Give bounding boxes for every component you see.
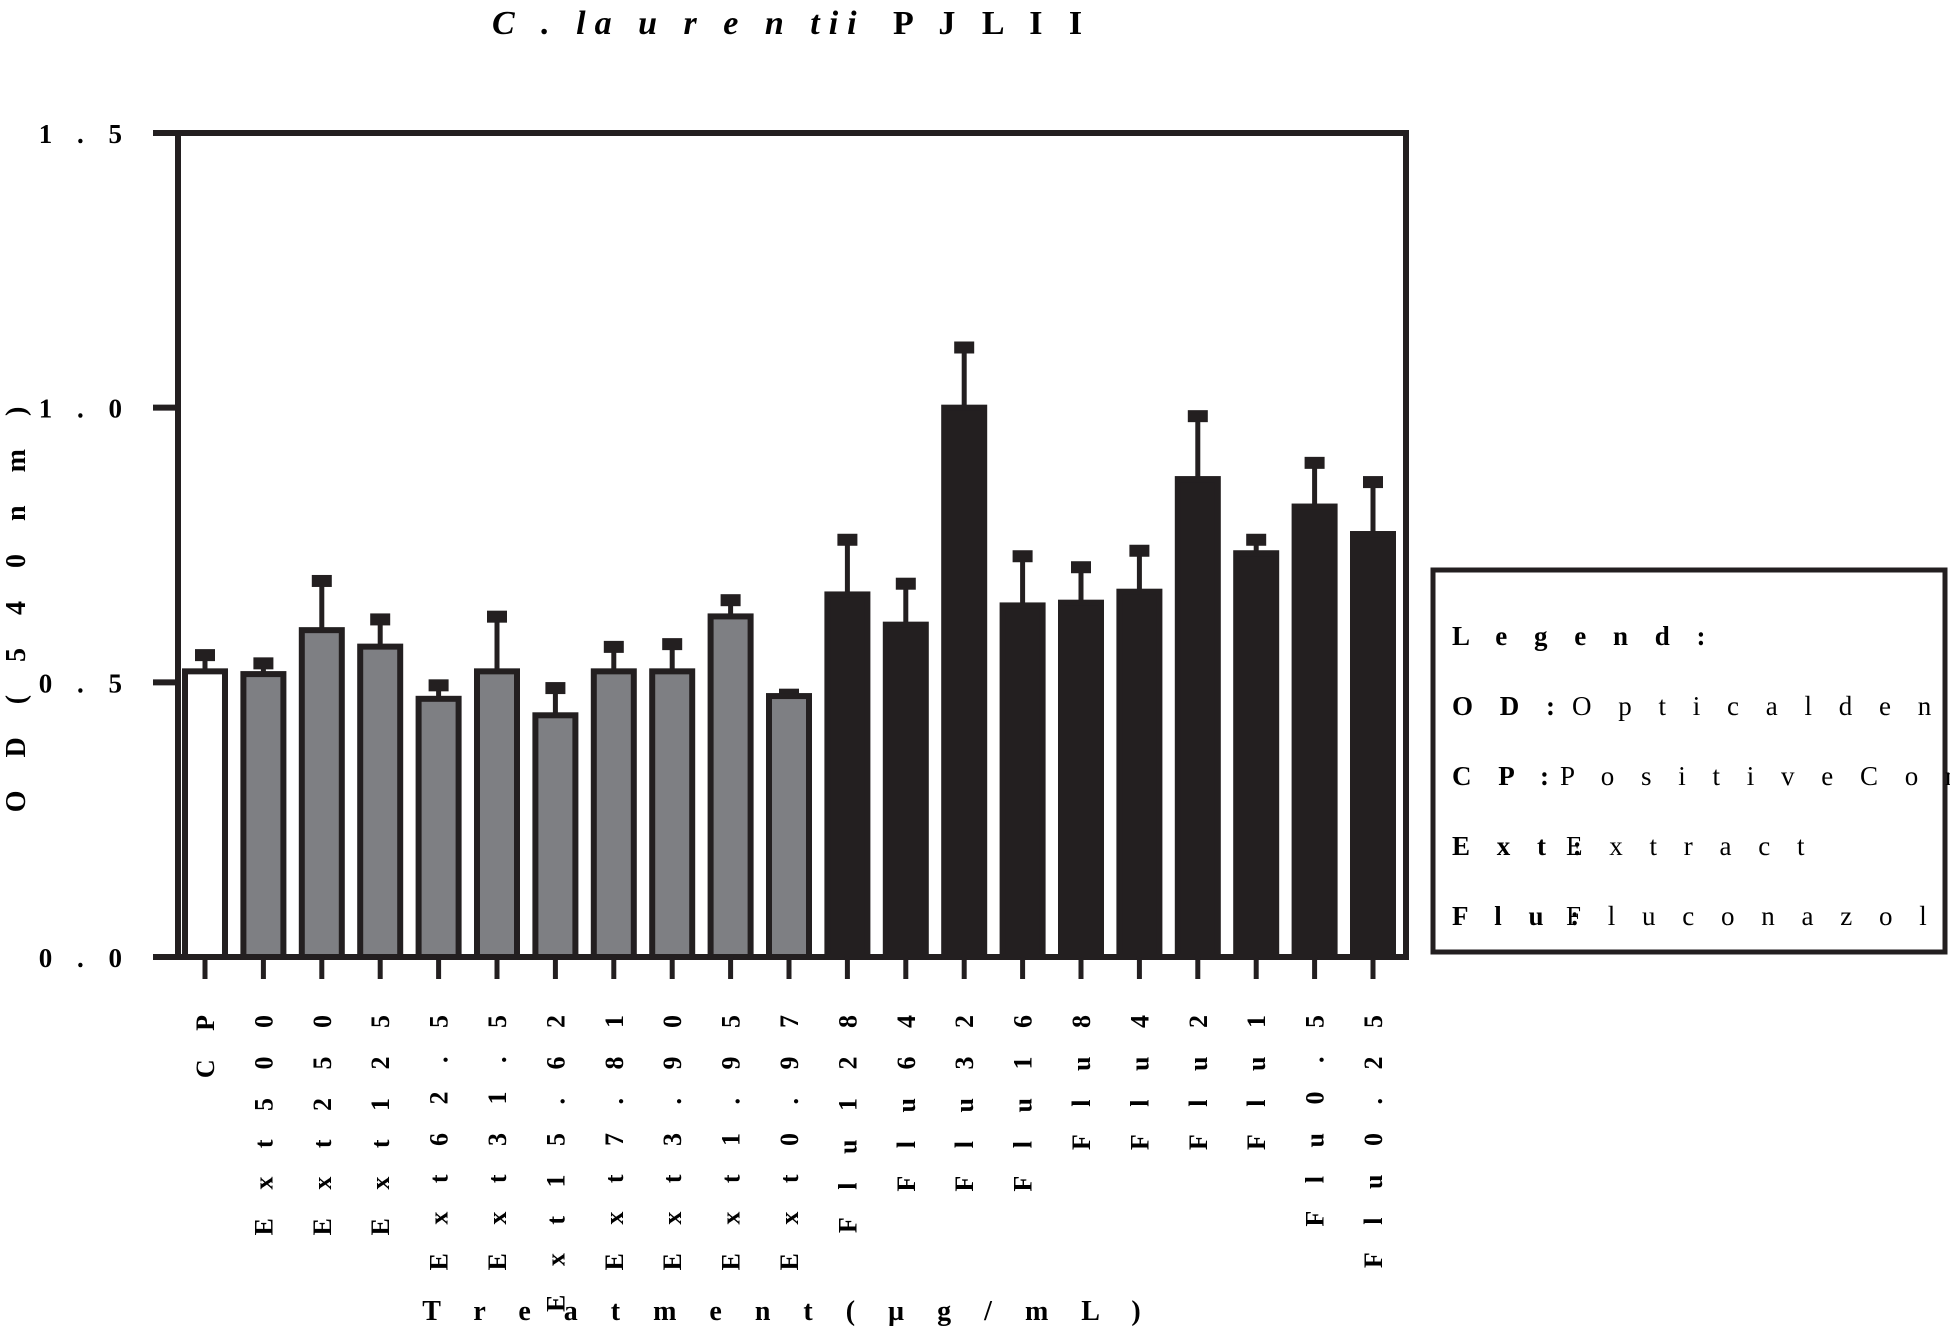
bar [766, 693, 812, 960]
legend-entry-ext: E x t : E x t r a c t [1452, 831, 1814, 861]
x-tick-label: F l u 8 [1067, 1004, 1096, 1150]
error-cap [662, 638, 683, 651]
legend-entry-od: O D : O p t i c a l d e n s i t y [1452, 691, 1950, 721]
x-tick-label: F l u 4 [1125, 1004, 1154, 1150]
x-tick-label: F l u 3 2 [950, 1004, 979, 1192]
error-cap [954, 341, 975, 354]
plot-area: 0 . 0 0 . 5 1 . 0 1 . 5 C P E x t 5 0 0 E x t … [39, 119, 1409, 1312]
bar [882, 621, 929, 960]
bar [1116, 588, 1163, 961]
bar [590, 668, 637, 960]
legend-box: L e g e n d : O D : O p t i c a l d e n … [1430, 567, 1950, 955]
bar [941, 404, 988, 960]
x-tick-label: F l u 1 6 [1009, 1004, 1038, 1192]
error-cap [1012, 550, 1033, 563]
bar [1233, 550, 1280, 960]
error-cap [1363, 476, 1383, 489]
bar [357, 643, 404, 960]
x-tick-label: E x t 1 . 9 5 [717, 1004, 746, 1271]
bar [240, 671, 287, 960]
error-cap [545, 682, 566, 695]
x-tick-label: F l u 1 [1242, 1004, 1271, 1150]
bar [824, 591, 871, 960]
bar [1350, 531, 1396, 960]
bar [532, 712, 579, 960]
bar [649, 668, 696, 960]
x-tick-label: E x t 2 5 0 [308, 1004, 337, 1236]
error-cap [195, 649, 215, 662]
error-cap [1187, 410, 1208, 423]
x-tick-label: F l u 1 2 8 [833, 1004, 862, 1233]
bar [1058, 599, 1104, 960]
legend-text: P o s i t i v e C o n t r o l [1560, 761, 1950, 791]
x-tick-label: F l u 6 4 [892, 1004, 921, 1192]
chart-title-strain: P J L I I [893, 5, 1091, 42]
x-axis-label: T r e a t m e n t ( µ g / m L ) [422, 1296, 1154, 1327]
legend-key: C P : [1452, 761, 1559, 791]
error-cap [370, 613, 391, 626]
bar [298, 627, 345, 960]
legend-entry-flu: F l u : F l u c o n a z o l e [1452, 901, 1950, 931]
error-cap [895, 577, 916, 590]
bar [182, 668, 228, 960]
bar [999, 602, 1046, 961]
y-tick-label: 0 . 5 [39, 668, 131, 698]
chart-title-species: C . la u r e n tii [492, 5, 866, 42]
legend-text: O p t i c a l d e n s i t y [1572, 691, 1950, 721]
legend-entry-cp: C P : P o s i t i v e C o n t r o l [1452, 761, 1950, 791]
error-cap [720, 594, 741, 607]
error-cap [1071, 561, 1091, 574]
x-tick-label: E x t 0 . 9 7 [775, 1004, 804, 1271]
x-tick-label: E x t 5 0 0 [249, 1004, 278, 1236]
error-cap [1129, 544, 1150, 557]
x-tick-label: E x t 3 . 9 0 [658, 1004, 687, 1271]
error-cap [603, 640, 624, 653]
legend-key: F l u : [1452, 901, 1589, 931]
legend-text: F l u c o n a z o l e [1566, 901, 1950, 931]
legend-border [1430, 567, 1948, 955]
error-cap [428, 679, 449, 692]
error-cap [837, 533, 858, 546]
x-tick-label: F l u 0 . 5 [1301, 1004, 1330, 1227]
bar [474, 668, 520, 960]
x-tick-label: C P [191, 1004, 220, 1078]
y-tick-label: 0 . 0 [39, 943, 131, 973]
error-cap [311, 574, 332, 587]
x-tick-label: E x t 1 2 5 [366, 1004, 395, 1236]
x-tick-label: E x t 6 2 . 5 [425, 1004, 454, 1271]
x-tick-label: F l u 0 . 2 5 [1359, 1004, 1388, 1268]
bar [415, 695, 462, 961]
bar [707, 613, 754, 960]
bar [1174, 476, 1221, 960]
bar [1291, 503, 1338, 960]
error-cap [1246, 533, 1267, 546]
x-tick-label: E x t 1 5 . 6 2 [541, 1004, 570, 1312]
x-tick-label: E x t 7 . 8 1 [600, 1004, 629, 1271]
y-axis-label: O D ( 5 4 0 n m ) [1, 394, 32, 813]
error-cap [1304, 456, 1325, 469]
y-tick-label: 1 . 0 [39, 394, 131, 424]
legend-key: E x t : [1452, 831, 1592, 861]
legend-text: E x t r a c t [1566, 831, 1814, 861]
x-tick-label: E x t 3 1 . 5 [483, 1004, 512, 1271]
y-tick-label: 1 . 5 [39, 119, 131, 149]
error-cap [253, 657, 274, 670]
x-tick-label: F l u 2 [1184, 1004, 1213, 1150]
legend-title: L e g e n d : [1452, 621, 1716, 651]
legend-key: O D : [1452, 691, 1565, 721]
error-cap [487, 610, 507, 623]
